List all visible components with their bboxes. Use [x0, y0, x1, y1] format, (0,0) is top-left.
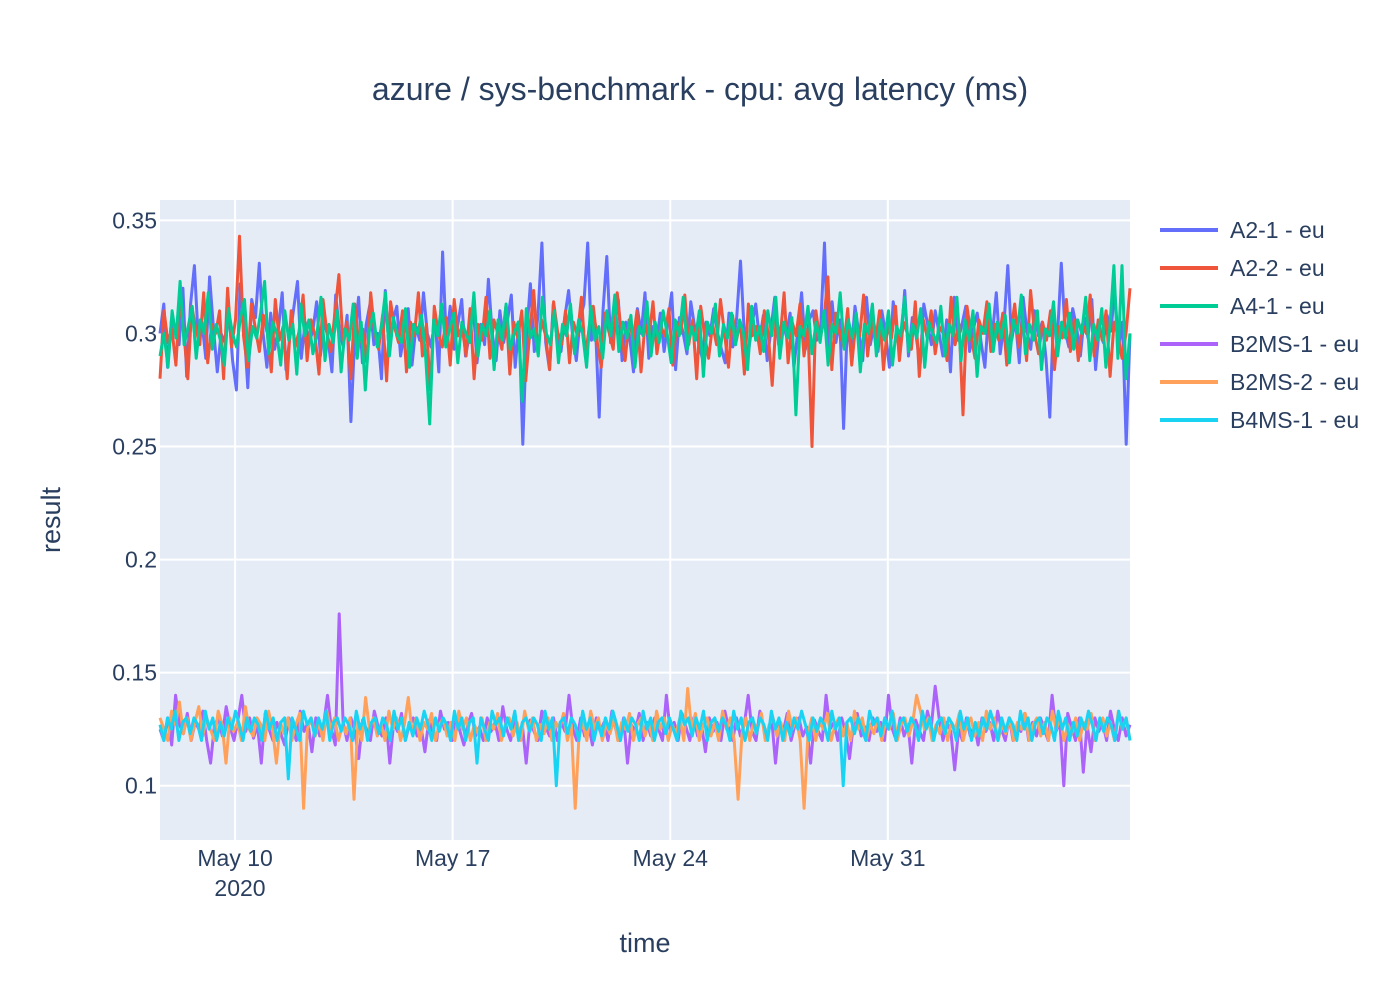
- legend-label: B2MS-1 - eu: [1230, 331, 1359, 357]
- legend-label: A2-1 - eu: [1230, 217, 1325, 243]
- x-tick-label: May 31: [850, 845, 925, 871]
- legend-label: B4MS-1 - eu: [1230, 407, 1359, 433]
- legend-item[interactable]: A2-1 - eu: [1160, 217, 1325, 243]
- y-tick-label: 0.1: [125, 773, 157, 799]
- y-axis-ticks: 0.1 0.15 0.2 0.25 0.3 0.35: [112, 207, 157, 798]
- y-tick-label: 0.25: [112, 434, 157, 460]
- legend-item[interactable]: A2-2 - eu: [1160, 255, 1325, 281]
- legend-label: A2-2 - eu: [1230, 255, 1325, 281]
- chart-title: azure / sys-benchmark - cpu: avg latency…: [372, 71, 1028, 107]
- legend-label: B2MS-2 - eu: [1230, 369, 1359, 395]
- x-axis-ticks: May 10 May 17 May 24 May 31: [197, 845, 925, 871]
- legend-item[interactable]: A4-1 - eu: [1160, 293, 1325, 319]
- x-tick-year-label: 2020: [214, 875, 265, 901]
- series-lines: [158, 234, 1132, 810]
- x-tick-label: May 17: [415, 845, 490, 871]
- legend[interactable]: A2-1 - eu A2-2 - eu A4-1 - eu B2MS-1 - eu B2…: [1160, 217, 1359, 433]
- y-tick-label: 0.35: [112, 207, 157, 233]
- x-axis-title: time: [619, 928, 670, 958]
- y-axis-title: result: [36, 486, 66, 553]
- y-tick-label: 0.15: [112, 660, 157, 686]
- legend-label: A4-1 - eu: [1230, 293, 1325, 319]
- legend-item[interactable]: B4MS-1 - eu: [1160, 407, 1359, 433]
- series-line-6: [158, 709, 1132, 788]
- legend-item[interactable]: B2MS-2 - eu: [1160, 369, 1359, 395]
- y-tick-label: 0.2: [125, 547, 157, 573]
- series-line-3: [158, 264, 1132, 426]
- x-tick-label: May 24: [633, 845, 709, 871]
- y-tick-label: 0.3: [125, 320, 157, 346]
- x-tick-label: May 10: [197, 845, 272, 871]
- legend-item[interactable]: B2MS-1 - eu: [1160, 331, 1359, 357]
